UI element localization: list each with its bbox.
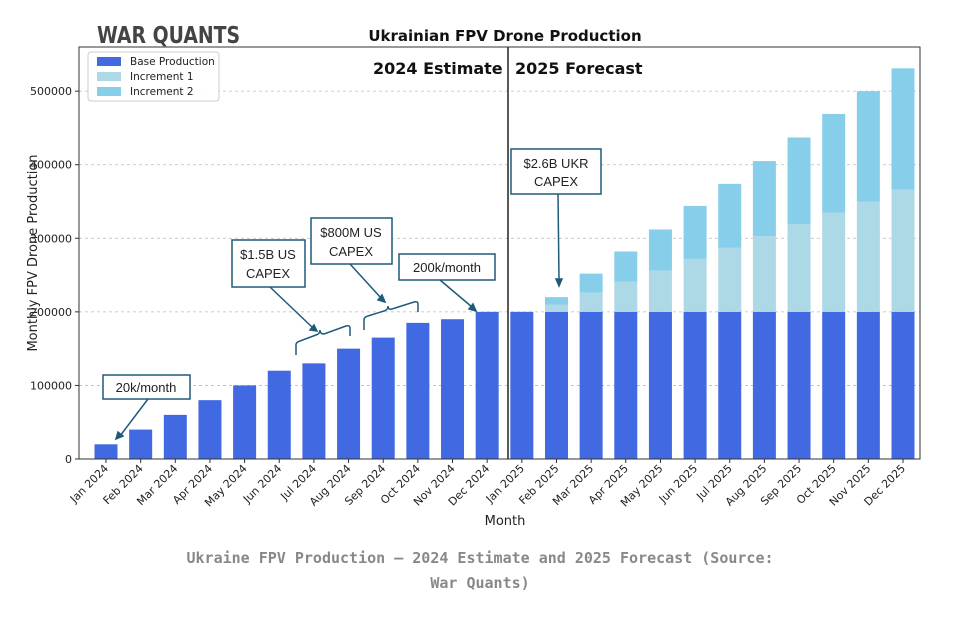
bar-increment-1 — [822, 212, 846, 312]
bar-base-production — [94, 444, 118, 459]
bar-base-production — [475, 311, 499, 459]
bar-increment-2 — [856, 91, 880, 202]
bar-increment-1 — [544, 304, 568, 312]
bar-increment-1 — [683, 258, 707, 312]
annotation-800m-line2: CAPEX — [329, 244, 373, 259]
chart-title: Ukrainian FPV Drone Production — [368, 27, 641, 45]
bar-base-production — [891, 311, 915, 459]
bar-base-production — [856, 311, 880, 459]
bar-base-production — [510, 311, 534, 459]
bar-base-production — [163, 414, 187, 459]
bar-increment-2 — [683, 205, 707, 259]
bar-base-production — [371, 337, 395, 459]
bar-increment-2 — [752, 161, 776, 237]
annotation-20k: 20k/month — [116, 380, 177, 395]
bar-base-production — [752, 311, 776, 459]
bars — [94, 68, 915, 459]
bar-base-production — [614, 311, 638, 459]
annotation-1-5b-line1: $1.5B US — [240, 247, 296, 262]
bar-base-production — [233, 385, 257, 459]
bar-base-production — [198, 400, 222, 459]
bar-increment-2 — [822, 113, 846, 213]
bar-increment-1 — [891, 189, 915, 312]
y-tick-label: 200000 — [30, 306, 72, 319]
bar-base-production — [648, 311, 672, 459]
gridlines — [79, 90, 920, 386]
legend-swatch-inc1 — [97, 72, 121, 81]
legend-inc2: Increment 2 — [130, 86, 194, 98]
bar-increment-1 — [718, 247, 742, 312]
bar-base-production — [544, 311, 568, 459]
annotation-800m-line1: $800M US — [320, 225, 382, 240]
y-tick-label: 500000 — [30, 85, 72, 98]
y-axis: 0 100000 200000 300000 400000 500000 — [30, 85, 79, 466]
caption-line-2: War Quants) — [430, 574, 529, 592]
bar-base-production — [129, 429, 153, 459]
bar-increment-2 — [787, 137, 811, 225]
legend: Base Production Increment 1 Increment 2 — [87, 51, 220, 102]
legend-base: Base Production — [130, 56, 215, 68]
annotation-2-6b-line1: $2.6B UKR — [523, 156, 588, 171]
plot-frame — [78, 46, 921, 460]
bar-increment-2 — [544, 297, 568, 305]
logo: WAR QUANTS — [97, 21, 240, 48]
y-tick-label: 400000 — [30, 159, 72, 172]
annotation-2-6b-line2: CAPEX — [534, 174, 578, 189]
bar-increment-1 — [787, 224, 811, 312]
annotation-boxes — [102, 148, 602, 400]
bar-increment-2 — [718, 183, 742, 248]
bar-increment-1 — [579, 292, 603, 312]
annotation-arrows — [114, 193, 564, 441]
bar-increment-2 — [579, 273, 603, 293]
bar-base-production — [441, 319, 465, 459]
bar-base-production — [302, 363, 326, 459]
bar-base-production — [718, 311, 742, 459]
bar-increment-2 — [648, 229, 672, 271]
bar-increment-1 — [856, 201, 880, 312]
bar-base-production — [267, 370, 291, 459]
bar-increment-1 — [614, 281, 638, 312]
y-tick-label: 100000 — [30, 379, 72, 392]
legend-swatch-inc2 — [97, 87, 121, 96]
annotation-200k: 200k/month — [413, 260, 481, 275]
bar-increment-2 — [891, 68, 915, 190]
y-tick-label: 0 — [65, 453, 72, 466]
bar-base-production — [579, 311, 603, 459]
section-label-2025: 2025 Forecast — [515, 59, 643, 78]
bar-base-production — [822, 311, 846, 459]
y-tick-label: 300000 — [30, 232, 72, 245]
bar-increment-1 — [648, 270, 672, 312]
bar-base-production — [337, 348, 361, 459]
legend-swatch-base — [97, 57, 121, 66]
bar-base-production — [683, 311, 707, 459]
section-label-2024: 2024 Estimate — [373, 59, 503, 78]
bar-increment-2 — [614, 251, 638, 282]
bar-base-production — [787, 311, 811, 459]
legend-inc1: Increment 1 — [130, 71, 194, 83]
annotation-1-5b-line2: CAPEX — [246, 266, 290, 281]
caption-line-1: Ukraine FPV Production — 2024 Estimate a… — [187, 549, 774, 567]
x-axis-label: Month — [485, 514, 526, 529]
bar-base-production — [406, 322, 430, 459]
bar-increment-1 — [752, 236, 776, 312]
y-axis-label: Monthly FPV Drone Production — [26, 154, 41, 351]
